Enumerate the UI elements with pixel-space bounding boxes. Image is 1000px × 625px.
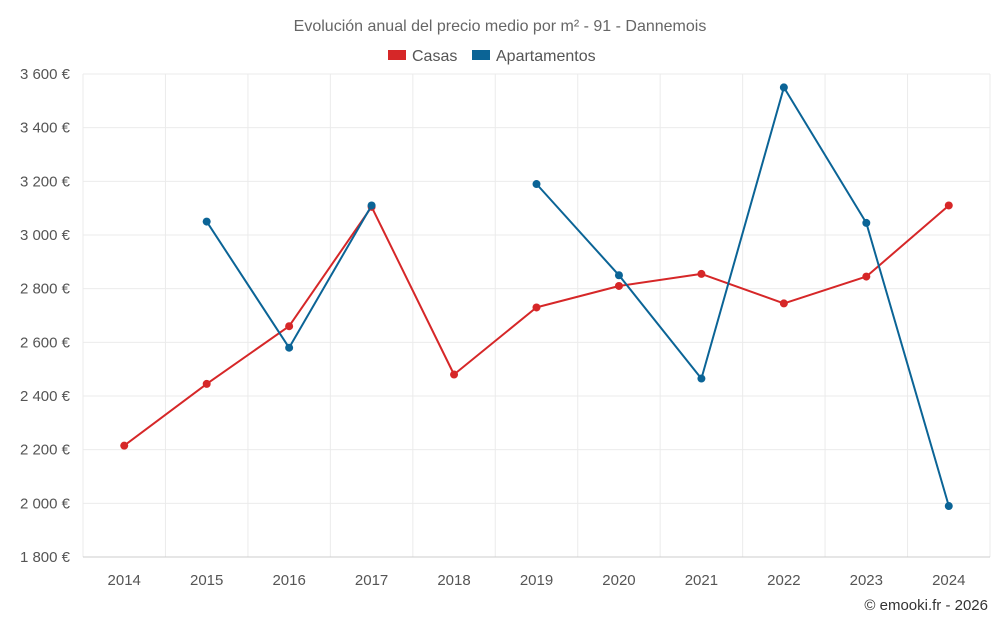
data-point xyxy=(285,322,294,331)
x-tick-label: 2023 xyxy=(850,572,883,589)
data-point xyxy=(202,379,211,388)
x-tick-label: 2014 xyxy=(108,572,141,589)
x-tick-label: 2024 xyxy=(932,572,965,589)
x-tick-label: 2018 xyxy=(437,572,470,589)
y-tick-label: 2 200 € xyxy=(20,442,71,459)
data-point xyxy=(450,370,459,379)
data-point xyxy=(862,272,871,281)
data-point xyxy=(944,502,953,511)
y-tick-label: 2 600 € xyxy=(20,334,71,351)
legend-item[interactable]: Apartamentos xyxy=(472,48,596,65)
legend: Casas Apartamentos xyxy=(388,48,596,65)
series-casas xyxy=(120,201,953,450)
data-point xyxy=(779,299,788,308)
x-tick-label: 2017 xyxy=(355,572,388,589)
x-tick-label: 2022 xyxy=(767,572,800,589)
y-tick-label: 3 000 € xyxy=(20,227,71,244)
data-point xyxy=(532,303,541,312)
legend-label: Casas xyxy=(412,48,457,65)
series-apartamentos xyxy=(202,83,953,511)
y-axis: 1 800 € 2 000 € 2 200 € 2 400 € 2 600 € 2 800… xyxy=(20,66,71,566)
data-point xyxy=(202,217,211,226)
y-tick-label: 1 800 € xyxy=(20,549,71,566)
data-point xyxy=(862,218,871,227)
data-point xyxy=(367,201,376,210)
data-point xyxy=(779,83,788,92)
x-tick-label: 2020 xyxy=(602,572,635,589)
legend-item[interactable]: Casas xyxy=(388,48,457,65)
legend-label: Apartamentos xyxy=(496,48,596,65)
data-point xyxy=(697,374,706,383)
y-tick-label: 2 400 € xyxy=(20,388,71,405)
x-tick-label: 2021 xyxy=(685,572,718,589)
data-point xyxy=(614,271,623,280)
y-tick-label: 3 400 € xyxy=(20,120,71,137)
data-point xyxy=(614,281,623,290)
y-tick-label: 3 600 € xyxy=(20,66,71,83)
data-point xyxy=(120,441,129,450)
grid xyxy=(82,73,991,557)
series-layer xyxy=(120,83,953,511)
y-tick-label: 2 000 € xyxy=(20,495,71,512)
data-point xyxy=(285,343,294,352)
legend-swatch xyxy=(472,50,490,60)
data-point xyxy=(697,269,706,278)
legend-swatch xyxy=(388,50,406,60)
x-tick-label: 2019 xyxy=(520,572,553,589)
x-axis: 2014 2015 2016 2017 2018 2019 2020 2021 2022 2023… xyxy=(83,556,990,589)
data-point xyxy=(532,180,541,189)
chart-title: Evolución anual del precio medio por m² … xyxy=(294,18,707,35)
y-tick-label: 2 800 € xyxy=(20,281,71,298)
data-point xyxy=(944,201,953,210)
x-tick-label: 2016 xyxy=(272,572,305,589)
credit-text: © emooki.fr - 2026 xyxy=(864,597,988,614)
y-tick-label: 3 200 € xyxy=(20,173,71,190)
x-tick-label: 2015 xyxy=(190,572,223,589)
